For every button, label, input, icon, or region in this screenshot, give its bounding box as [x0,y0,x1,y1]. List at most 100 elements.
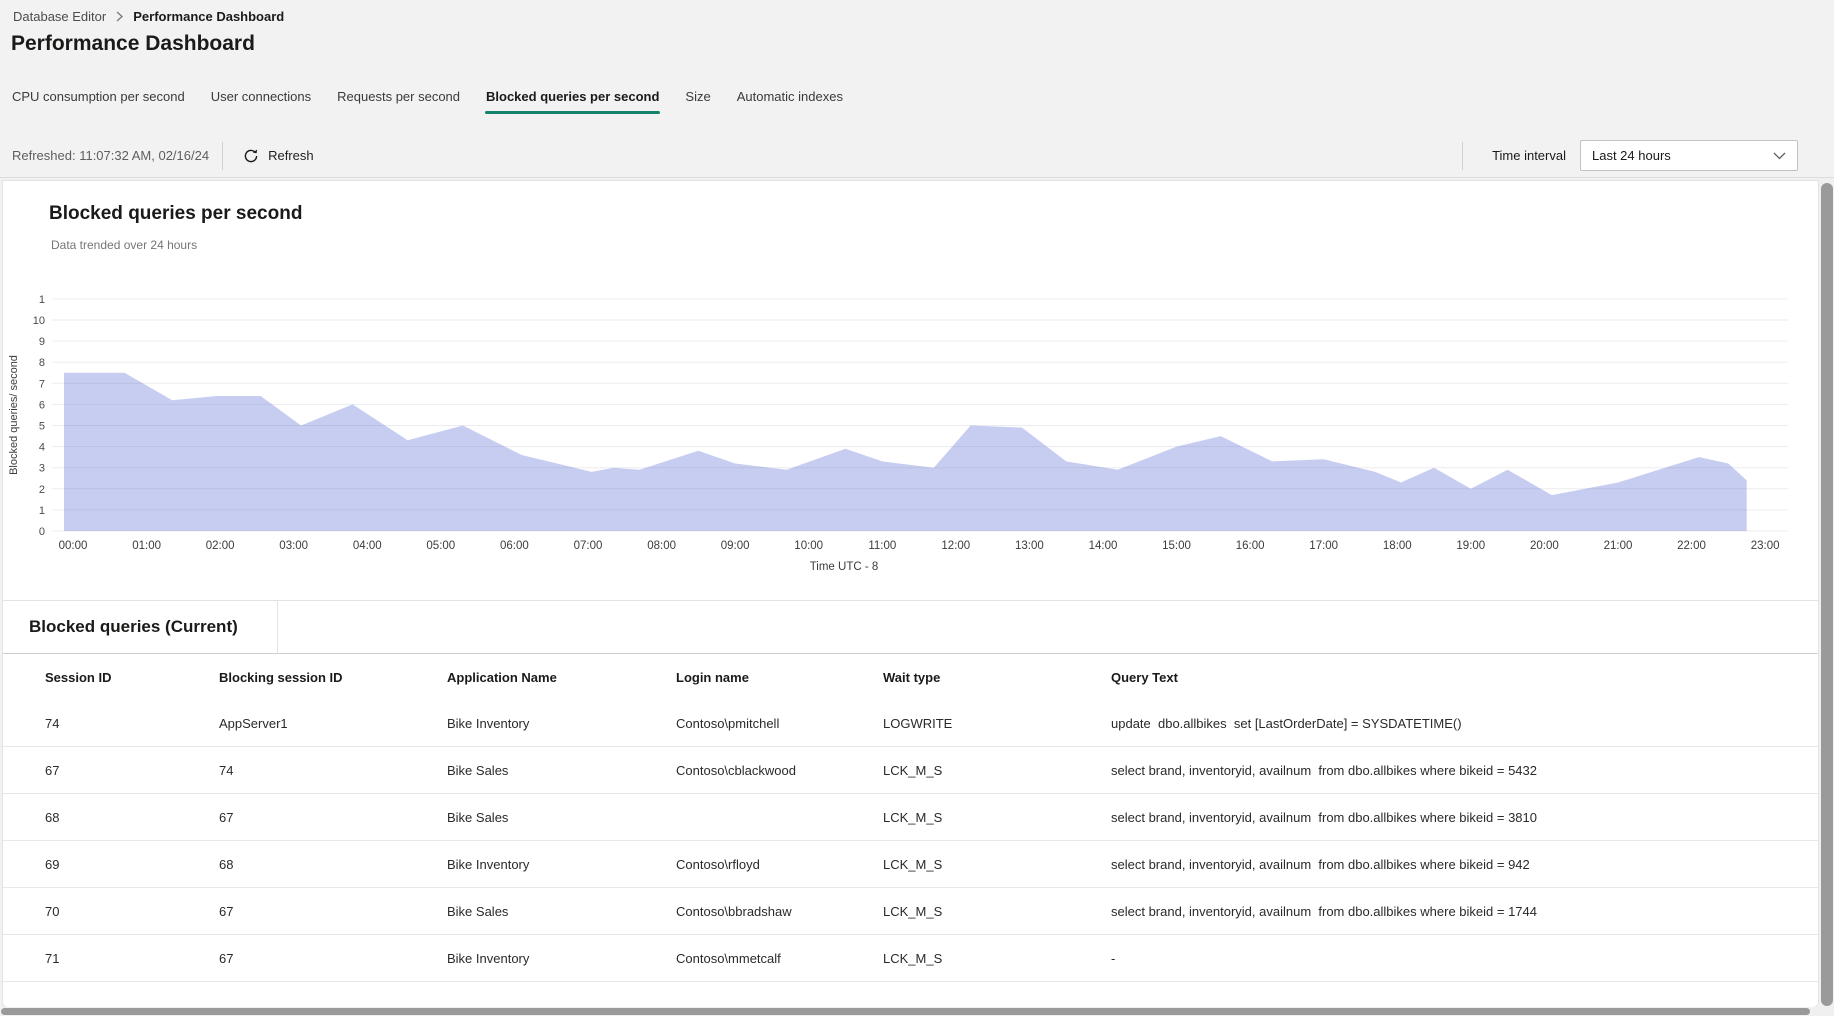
svg-text:11:00: 11:00 [868,540,896,552]
svg-text:2: 2 [39,484,45,496]
svg-text:06:00: 06:00 [500,540,529,552]
refreshed-timestamp: Refreshed: 11:07:32 AM, 02/16/24 [12,148,210,163]
cell-wait-type: LCK_M_S [883,809,943,825]
svg-text:23:00: 23:00 [1751,540,1780,552]
chevron-right-icon [116,11,124,22]
svg-text:10: 10 [33,315,45,327]
dashboard-panel: Blocked queries per second Data trended … [2,180,1819,1008]
time-interval-select[interactable]: Last 24 hours [1580,140,1798,171]
area-series [64,372,1747,531]
x-axis-title: Time UTC - 8 [810,561,879,573]
tab-label: Blocked queries per second [486,89,660,104]
chart-section: Blocked queries per second Data trended … [3,181,1818,601]
toolbar-divider [1462,141,1464,170]
blocked-queries-table-section: Blocked queries (Current) Session ID Bloc… [3,601,1818,1007]
column-header-login-name[interactable]: Login name [676,669,749,685]
column-header-wait-type[interactable]: Wait type [883,669,941,685]
breadcrumb: Database Editor Performance Dashboard [13,9,284,24]
cell-application-name: Bike Inventory [447,950,530,966]
svg-text:19:00: 19:00 [1456,540,1485,552]
tab-user-connections[interactable]: User connections [211,89,311,114]
svg-text:21:00: 21:00 [1604,540,1633,552]
cell-session-id: 71 [45,950,60,966]
cell-login-name: Contoso\rfloyd [676,856,760,872]
cell-application-name: Bike Sales [447,762,509,778]
table-row: 71 67 Bike Inventory Contoso\mmetcalf LCK_M_… [3,935,1818,982]
svg-text:08:00: 08:00 [647,540,676,552]
svg-text:7: 7 [39,378,45,390]
tab-label: Size [685,89,711,104]
tab-label: CPU consumption per second [12,89,185,104]
chart-title: Blocked queries per second [49,203,303,224]
cell-query-text: update dbo.allbikes set [LastOrderDate] … [1111,715,1462,731]
horizontal-scrollbar[interactable] [0,1007,1820,1016]
cell-blocking-session-id: 67 [219,903,234,919]
cell-blocking-session-id: AppServer1 [219,715,288,731]
table-row: 68 67 Bike Sales LCK_M_S select brand, inven… [3,794,1818,841]
time-interval-value: Last 24 hours [1592,148,1671,163]
tab-label: User connections [210,89,312,104]
cell-blocking-session-id: 67 [219,950,234,966]
svg-text:14:00: 14:00 [1089,540,1118,552]
svg-text:4: 4 [39,442,45,454]
toolbar: Refreshed: 11:07:32 AM, 02/16/24 Refresh… [0,134,1834,178]
tab-size[interactable]: Size [685,89,710,114]
svg-text:22:00: 22:00 [1677,540,1706,552]
breadcrumb-item-performance-dashboard: Performance Dashboard [133,9,285,24]
cell-blocking-session-id: 68 [219,856,234,872]
cell-session-id: 70 [45,903,60,919]
cell-wait-type: LCK_M_S [883,856,943,872]
cell-application-name: Bike Inventory [447,715,530,731]
svg-text:04:00: 04:00 [353,540,382,552]
svg-text:1: 1 [39,505,45,517]
svg-text:0: 0 [39,526,45,538]
time-interval-label: Time interval [1492,148,1566,163]
refresh-button[interactable]: Refresh [237,144,320,168]
vertical-scrollbar-thumb[interactable] [1821,183,1833,1006]
y-axis-title: Blocked queries/ second [8,355,20,475]
svg-text:09:00: 09:00 [721,540,750,552]
cell-login-name: Contoso\pmitchell [676,715,780,731]
column-header-application-name[interactable]: Application Name [447,669,557,685]
cell-query-text: select brand, inventoryid, availnum from… [1111,903,1537,919]
svg-text:20:00: 20:00 [1530,540,1559,552]
horizontal-scrollbar-thumb[interactable] [1,1008,1810,1015]
toolbar-divider [222,141,224,170]
cell-application-name: Bike Sales [447,809,509,825]
tab-blocked-queries-per-second[interactable]: Blocked queries per second [485,89,661,114]
cell-wait-type: LCK_M_S [883,950,943,966]
svg-text:13:00: 13:00 [1015,540,1044,552]
svg-text:6: 6 [39,399,45,411]
cell-wait-type: LCK_M_S [883,903,943,919]
svg-text:18:00: 18:00 [1383,540,1412,552]
svg-text:1: 1 [39,294,45,306]
tab-requests-per-second[interactable]: Requests per second [337,89,460,114]
cell-wait-type: LOGWRITE [883,715,953,731]
svg-text:02:00: 02:00 [206,540,235,552]
blocked-queries-table: Session ID Blocking session ID Application… [3,653,1818,982]
cell-session-id: 68 [45,809,60,825]
tab-label: Automatic indexes [736,89,843,104]
chart-subtitle: Data trended over 24 hours [51,238,198,252]
svg-text:10:00: 10:00 [794,540,823,552]
svg-text:15:00: 15:00 [1162,540,1191,552]
table-row: 70 67 Bike Sales Contoso\bbradshaw LCK_M_S se… [3,888,1818,935]
column-header-session-id[interactable]: Session ID [45,669,112,685]
x-axis-tick-labels: 00:00 01:00 02:00 03:00 04:00 05:00 06:00 07:00… [59,540,1780,552]
tab-automatic-indexes[interactable]: Automatic indexes [737,89,843,114]
vertical-scrollbar[interactable] [1820,178,1834,1016]
column-header-query-text[interactable]: Query Text [1111,669,1178,685]
cell-blocking-session-id: 74 [219,762,234,778]
svg-text:9: 9 [39,336,45,348]
tab-cpu-consumption-per-second[interactable]: CPU consumption per second [12,89,185,114]
toolbar-right: Time interval Last 24 hours [1462,134,1798,177]
svg-text:05:00: 05:00 [426,540,455,552]
column-header-blocking-session-id[interactable]: Blocking session ID [219,669,343,685]
breadcrumb-item-database-editor[interactable]: Database Editor [13,9,107,24]
table-header-row: Session ID Blocking session ID Application… [3,654,1818,700]
svg-text:17:00: 17:00 [1309,540,1338,552]
cell-query-text: select brand, inventoryid, availnum from… [1111,762,1537,778]
